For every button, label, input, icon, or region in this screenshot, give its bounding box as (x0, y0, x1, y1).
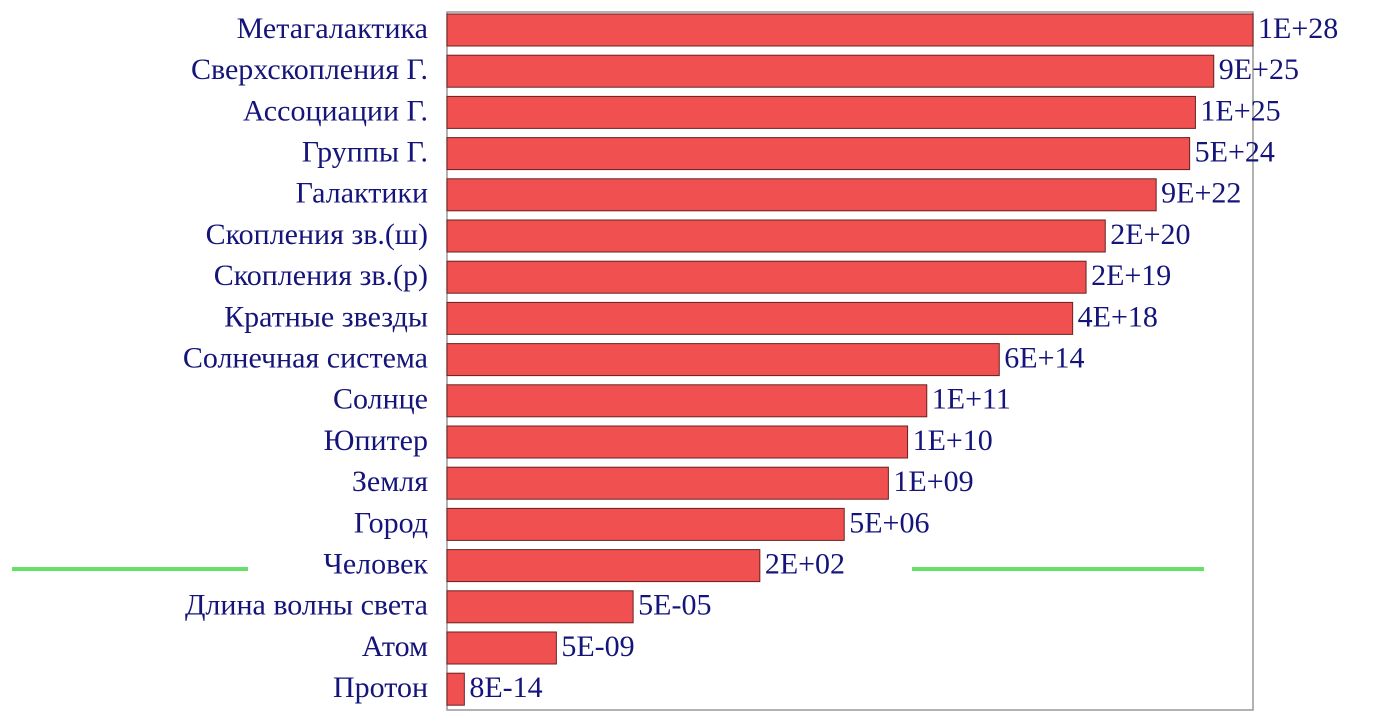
bar (446, 425, 909, 459)
value-label: 5E+06 (849, 506, 929, 539)
value-label: 8E-14 (469, 671, 542, 704)
category-label: Человек (323, 547, 428, 580)
value-label: 1E+10 (913, 424, 993, 457)
category-label: Атом (362, 630, 428, 663)
bar (446, 260, 1087, 294)
category-label: Солнце (333, 383, 428, 416)
category-label: Протон (333, 671, 428, 704)
category-label: Солнечная система (183, 341, 428, 374)
value-label: 4E+18 (1078, 300, 1158, 333)
bar (446, 54, 1215, 88)
value-label: 1E+28 (1258, 12, 1338, 45)
bar (446, 466, 889, 500)
category-label: Земля (352, 465, 428, 498)
category-label: Галактики (296, 177, 428, 210)
bar (446, 219, 1106, 253)
category-label: Сверхскопления Г. (191, 53, 428, 86)
value-label: 1E+25 (1200, 94, 1280, 127)
bar (446, 590, 634, 624)
bar (446, 137, 1191, 171)
category-label: Юпитер (324, 424, 428, 457)
bar (446, 178, 1157, 212)
bar (446, 631, 557, 665)
category-label: Скопления зв.(р) (214, 259, 428, 292)
category-label: Кратные звезды (224, 300, 428, 333)
category-label: Группы Г. (302, 135, 428, 168)
bar (446, 301, 1074, 335)
value-label: 1E+09 (893, 465, 973, 498)
bar (446, 95, 1196, 129)
bar (446, 672, 465, 706)
value-label: 2E+02 (765, 547, 845, 580)
category-label: Длина волны света (185, 589, 428, 622)
value-label: 1E+11 (932, 383, 1011, 416)
bar (446, 384, 928, 418)
value-label: 9E+25 (1219, 53, 1299, 86)
bar (446, 13, 1254, 47)
bar (446, 507, 845, 541)
bar (446, 549, 761, 583)
value-label: 5E-09 (561, 630, 634, 663)
category-label: Метагалактика (237, 12, 428, 45)
value-label: 2E+20 (1110, 218, 1190, 251)
value-label: 5E+24 (1195, 135, 1275, 168)
bar (446, 343, 1000, 377)
value-label: 2E+19 (1091, 259, 1171, 292)
value-label: 6E+14 (1004, 341, 1084, 374)
value-label: 5E-05 (638, 589, 711, 622)
value-label: 9E+22 (1161, 177, 1241, 210)
category-label: Скопления зв.(ш) (206, 218, 428, 251)
category-label: Ассоциации Г. (243, 94, 428, 127)
category-label: Город (354, 506, 428, 539)
